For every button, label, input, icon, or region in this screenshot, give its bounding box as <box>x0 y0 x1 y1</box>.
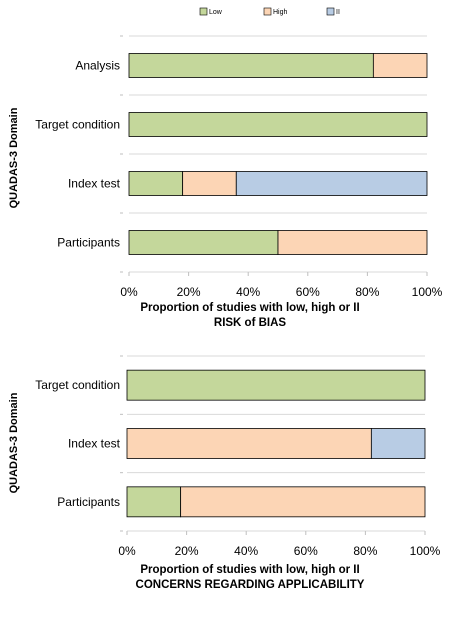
x-tick-label: 100% <box>410 544 441 558</box>
category-label-index-test: Index test <box>68 177 121 191</box>
bar-low-participants <box>128 230 279 255</box>
legend-swatch-low <box>199 7 208 16</box>
x-tick-label: 40% <box>234 544 258 558</box>
chart-bars <box>128 53 428 255</box>
bar-ii-index-test <box>235 171 428 196</box>
bar-high-analysis <box>372 53 428 78</box>
x-tick-label: 20% <box>175 544 199 558</box>
x-tick-label: 60% <box>294 544 318 558</box>
chart-ticks: 0% 20% 40% 60% 80% 100% <box>120 272 443 299</box>
risk-of-bias-chart: 0% 20% 40% 60% 80% 100% Analysis Target condit… <box>8 35 443 329</box>
legend-label-high: High <box>273 9 288 16</box>
legend: Low High II <box>199 7 340 16</box>
x-tick-label: 40% <box>236 285 260 299</box>
chart-categories: Analysis Target condition Index test Partic… <box>35 59 120 250</box>
legend-label-low: Low <box>209 9 223 16</box>
bar-low-analysis <box>128 53 374 78</box>
chart-ticks: 0% 20% 40% 60% 80% 100% <box>118 531 441 558</box>
chart-categories: Target condition Index test Participants <box>35 378 120 509</box>
x-tick-label: 80% <box>355 285 379 299</box>
x-tick-label: 20% <box>177 285 201 299</box>
bar-low-target-condition <box>128 112 428 137</box>
x-axis-label: Proportion of studies with low, high or … <box>140 564 359 576</box>
y-axis-label: QUADAS-3 Domain <box>8 107 20 208</box>
category-label-analysis: Analysis <box>75 59 120 73</box>
x-tick-label: 0% <box>118 544 136 558</box>
category-label-participants: Participants <box>57 495 120 509</box>
bar-low-index-test <box>128 171 184 196</box>
bar-high-participants <box>277 230 428 255</box>
x-tick-label: 60% <box>296 285 320 299</box>
x-tick-label: 0% <box>120 285 138 299</box>
category-label-target-condition: Target condition <box>35 118 120 132</box>
bar-high-index-test <box>182 171 237 196</box>
legend-swatch-ii <box>326 7 335 16</box>
bar-high-index-test <box>126 428 372 459</box>
legend-swatch-high <box>263 7 272 16</box>
bar-high-participants <box>180 486 426 518</box>
chart-grid <box>120 355 425 532</box>
category-label-index-test: Index test <box>68 437 121 451</box>
applicability-concerns-chart: 0% 20% 40% 60% 80% 100% Target condition Index… <box>8 355 441 591</box>
x-axis-label: Proportion of studies with low, high or … <box>140 302 359 314</box>
legend-label-ii: II <box>336 9 340 16</box>
chart-title: CONCERNS REGARDING APPLICABILITY <box>136 579 365 591</box>
y-axis-label: QUADAS-3 Domain <box>8 392 20 493</box>
x-tick-label: 80% <box>353 544 377 558</box>
x-tick-label: 100% <box>412 285 443 299</box>
category-label-target-condition: Target condition <box>35 378 120 392</box>
chart-grid <box>120 35 427 273</box>
chart-title: RISK of BIAS <box>214 317 287 329</box>
category-label-participants: Participants <box>57 236 120 250</box>
bar-low-target-condition <box>126 369 426 401</box>
chart-bars <box>126 369 426 518</box>
bar-low-participants <box>126 486 182 518</box>
bar-ii-index-test <box>370 428 426 459</box>
